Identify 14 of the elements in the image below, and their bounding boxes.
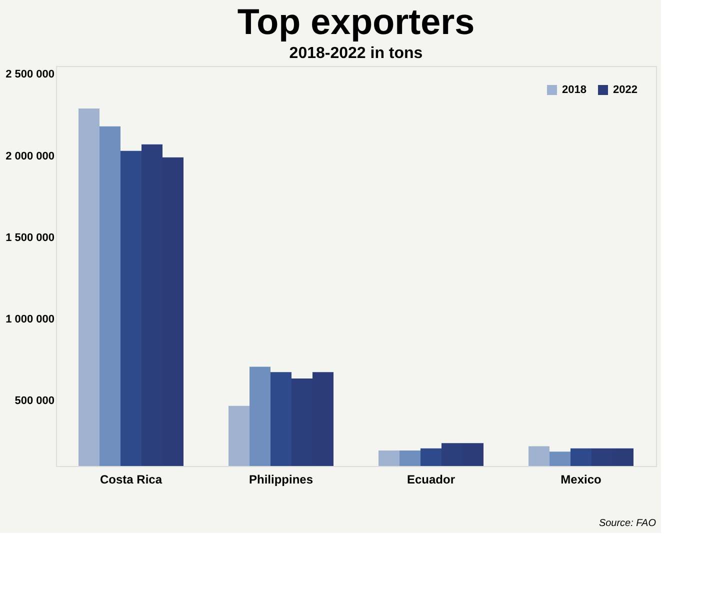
legend-label: 2022 — [613, 84, 638, 96]
source-note: Source: FAO — [598, 518, 656, 529]
y-tick-label: 1 500 000 — [6, 232, 54, 244]
x-tick-label: Costa Rica — [100, 472, 162, 486]
x-tick-label: Mexico — [560, 472, 602, 486]
y-tick-label: 2 500 000 — [6, 68, 54, 81]
y-tick-label: 1 000 000 — [6, 314, 54, 326]
y-tick-label: 500 000 — [14, 395, 54, 408]
y-tick-label: 2 000 000 — [6, 150, 54, 162]
chart-title: Top exporters — [237, 1, 475, 42]
legend-label: 2018 — [562, 84, 586, 96]
chart-subtitle: 2018-2022 in tons — [289, 45, 423, 62]
x-tick-label: Ecuador — [406, 472, 456, 486]
x-tick-label: Philippines — [248, 472, 314, 486]
